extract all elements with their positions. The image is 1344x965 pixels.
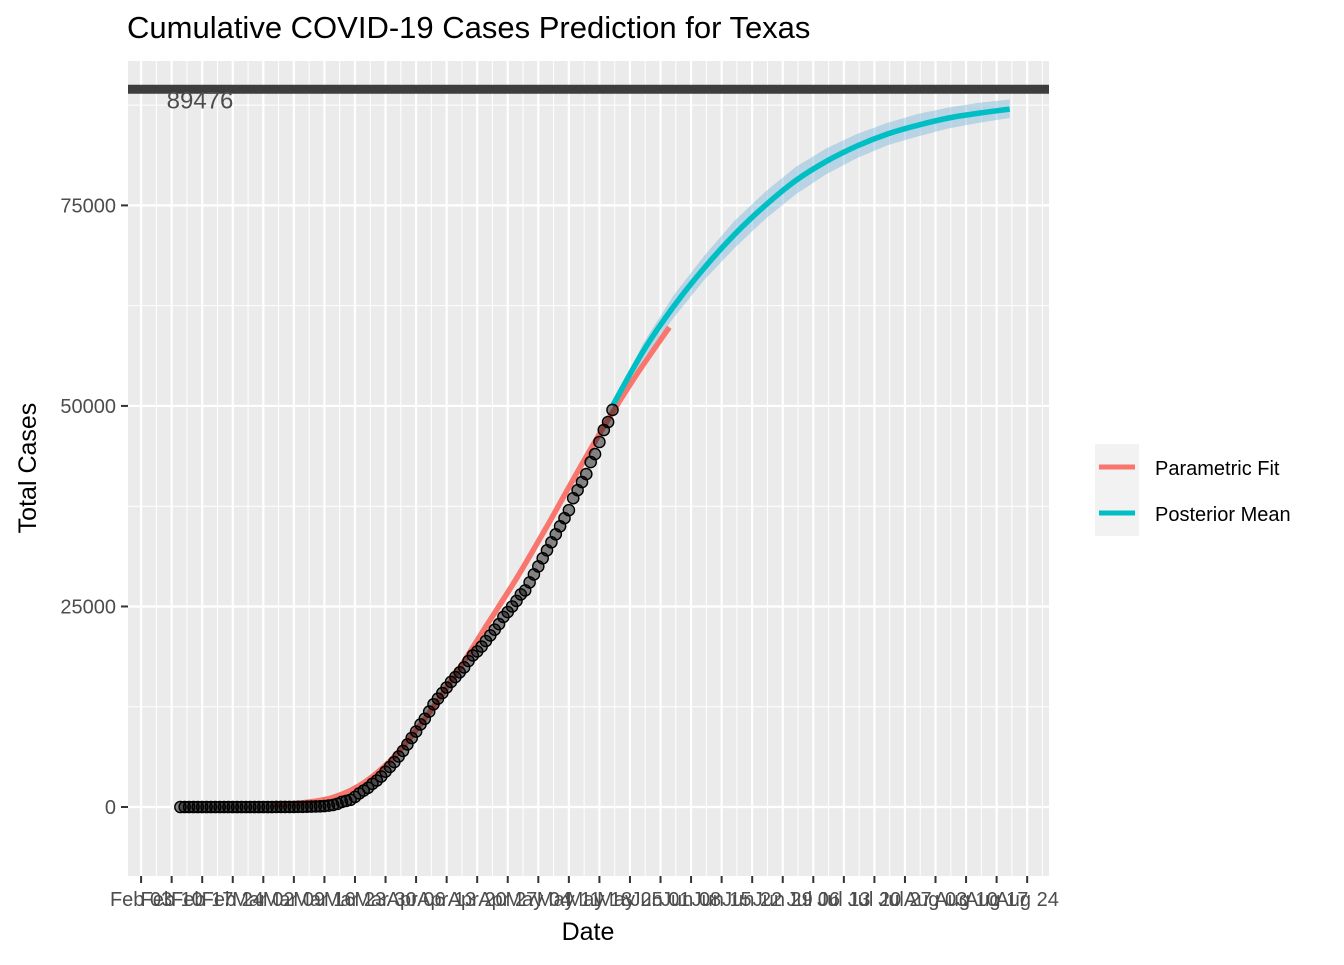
x-tick-label: Mar 30: [354, 889, 416, 911]
observed-point: [401, 738, 414, 751]
observed-point: [187, 800, 200, 814]
x-tick-label: Aug 24: [995, 889, 1058, 911]
x-tick-label: Aug 03: [904, 889, 967, 911]
observed-point: [235, 800, 248, 814]
x-tick-label: Jun 22: [722, 889, 782, 911]
observed-point: [593, 435, 606, 449]
observed-point: [300, 800, 314, 814]
observed-point: [606, 403, 619, 417]
observed-point: [222, 800, 235, 814]
observed-point: [239, 800, 253, 814]
y-tick-label: 25000: [60, 596, 116, 618]
observed-point: [217, 800, 231, 814]
observed-point: [261, 800, 275, 814]
legend-label-posterior-mean: Posterior Mean: [1155, 504, 1291, 526]
observed-point: [422, 705, 436, 718]
y-tick-label: 75000: [60, 195, 116, 217]
x-tick-label: Jun 29: [753, 889, 813, 911]
x-tick-label: Mar 02: [232, 889, 294, 911]
x-tick-label: Mar 16: [293, 889, 355, 911]
x-tick-label: May 11: [537, 889, 601, 911]
x-tick-label: Apr 06: [387, 889, 446, 911]
x-tick-label: Feb 10: [141, 889, 203, 911]
x-tick-label: Feb 24: [202, 889, 264, 911]
x-tick-label: Feb 17: [171, 889, 233, 911]
x-tick-label: Jun 08: [661, 889, 721, 911]
x-tick-label: Jul 20: [848, 889, 901, 911]
x-axis-title: Date: [562, 918, 615, 946]
legend: Parametric Fit Posterior Mean: [1095, 444, 1291, 536]
observed-point: [200, 800, 213, 814]
observed-point: [208, 800, 222, 814]
x-tick-label: May 25: [597, 889, 663, 911]
y-tick-label: 0: [105, 797, 116, 819]
series-line-posterior-mean: [610, 106, 1011, 408]
x-tick-label: Jul 27: [878, 889, 931, 911]
observed-point: [230, 800, 244, 814]
observed-point: [492, 617, 506, 631]
observed-point: [588, 447, 602, 461]
observed-point: [265, 800, 279, 814]
observed-point: [178, 800, 191, 814]
observed-point: [291, 800, 305, 814]
observed-point: [601, 415, 615, 429]
x-tick-label: Mar 09: [263, 889, 325, 911]
x-tick-label: Mar 23: [324, 889, 386, 911]
x-tick-label: Apr 20: [448, 889, 507, 911]
observed-point: [252, 800, 266, 814]
observed-point: [174, 800, 187, 814]
observed-point: [248, 800, 261, 814]
observed-point: [226, 800, 240, 814]
observed-point: [580, 467, 593, 481]
asymptote-layer: 89476: [128, 84, 1049, 114]
y-tick-label: 50000: [60, 396, 116, 418]
x-tick-label: Apr 27: [478, 889, 537, 911]
x-tick-label: Aug 17: [965, 889, 1028, 911]
observed-point: [213, 800, 226, 814]
observed-point: [405, 731, 419, 745]
observed-points-layer: [174, 403, 619, 814]
x-tick-label: Feb 03: [110, 889, 172, 911]
legend-label-parametric-fit: Parametric Fit: [1155, 458, 1280, 480]
observed-point: [409, 725, 423, 738]
y-axis-title: Total Cases: [14, 403, 42, 534]
observed-point: [243, 800, 257, 814]
observed-point: [204, 800, 218, 814]
x-tick-label: Jun 15: [692, 889, 752, 911]
asymptote-label: 89476: [167, 87, 234, 114]
observed-point: [562, 503, 576, 517]
chart-title: Cumulative COVID-19 Cases Prediction for…: [127, 10, 810, 45]
x-tick-label: Apr 13: [417, 889, 476, 911]
observed-point: [510, 594, 523, 608]
observed-point: [256, 800, 270, 814]
x-tick-label: Jun 01: [630, 889, 690, 911]
posterior-credible-band: [612, 99, 1010, 406]
observed-point: [283, 800, 296, 814]
observed-point: [304, 800, 318, 813]
x-tick-label: Jul 13: [817, 889, 870, 911]
observed-point: [182, 800, 196, 814]
x-tick-label: Aug 10: [934, 889, 997, 911]
credible-band-layer: [612, 99, 1010, 406]
observed-point: [457, 661, 471, 674]
x-tick-label: May 04: [506, 889, 572, 911]
observed-point: [274, 800, 288, 814]
observed-point: [278, 800, 292, 814]
x-tick-label: May 18: [567, 889, 633, 911]
observed-point: [195, 800, 209, 814]
observed-point: [287, 800, 301, 814]
observed-point: [191, 800, 205, 814]
observed-point: [270, 800, 283, 814]
observed-point: [396, 744, 410, 758]
grid-lines: [128, 61, 1049, 876]
observed-point: [296, 800, 309, 814]
x-tick-label: Jul 06: [787, 889, 840, 911]
observed-point: [309, 800, 323, 813]
observed-point: [418, 712, 432, 726]
